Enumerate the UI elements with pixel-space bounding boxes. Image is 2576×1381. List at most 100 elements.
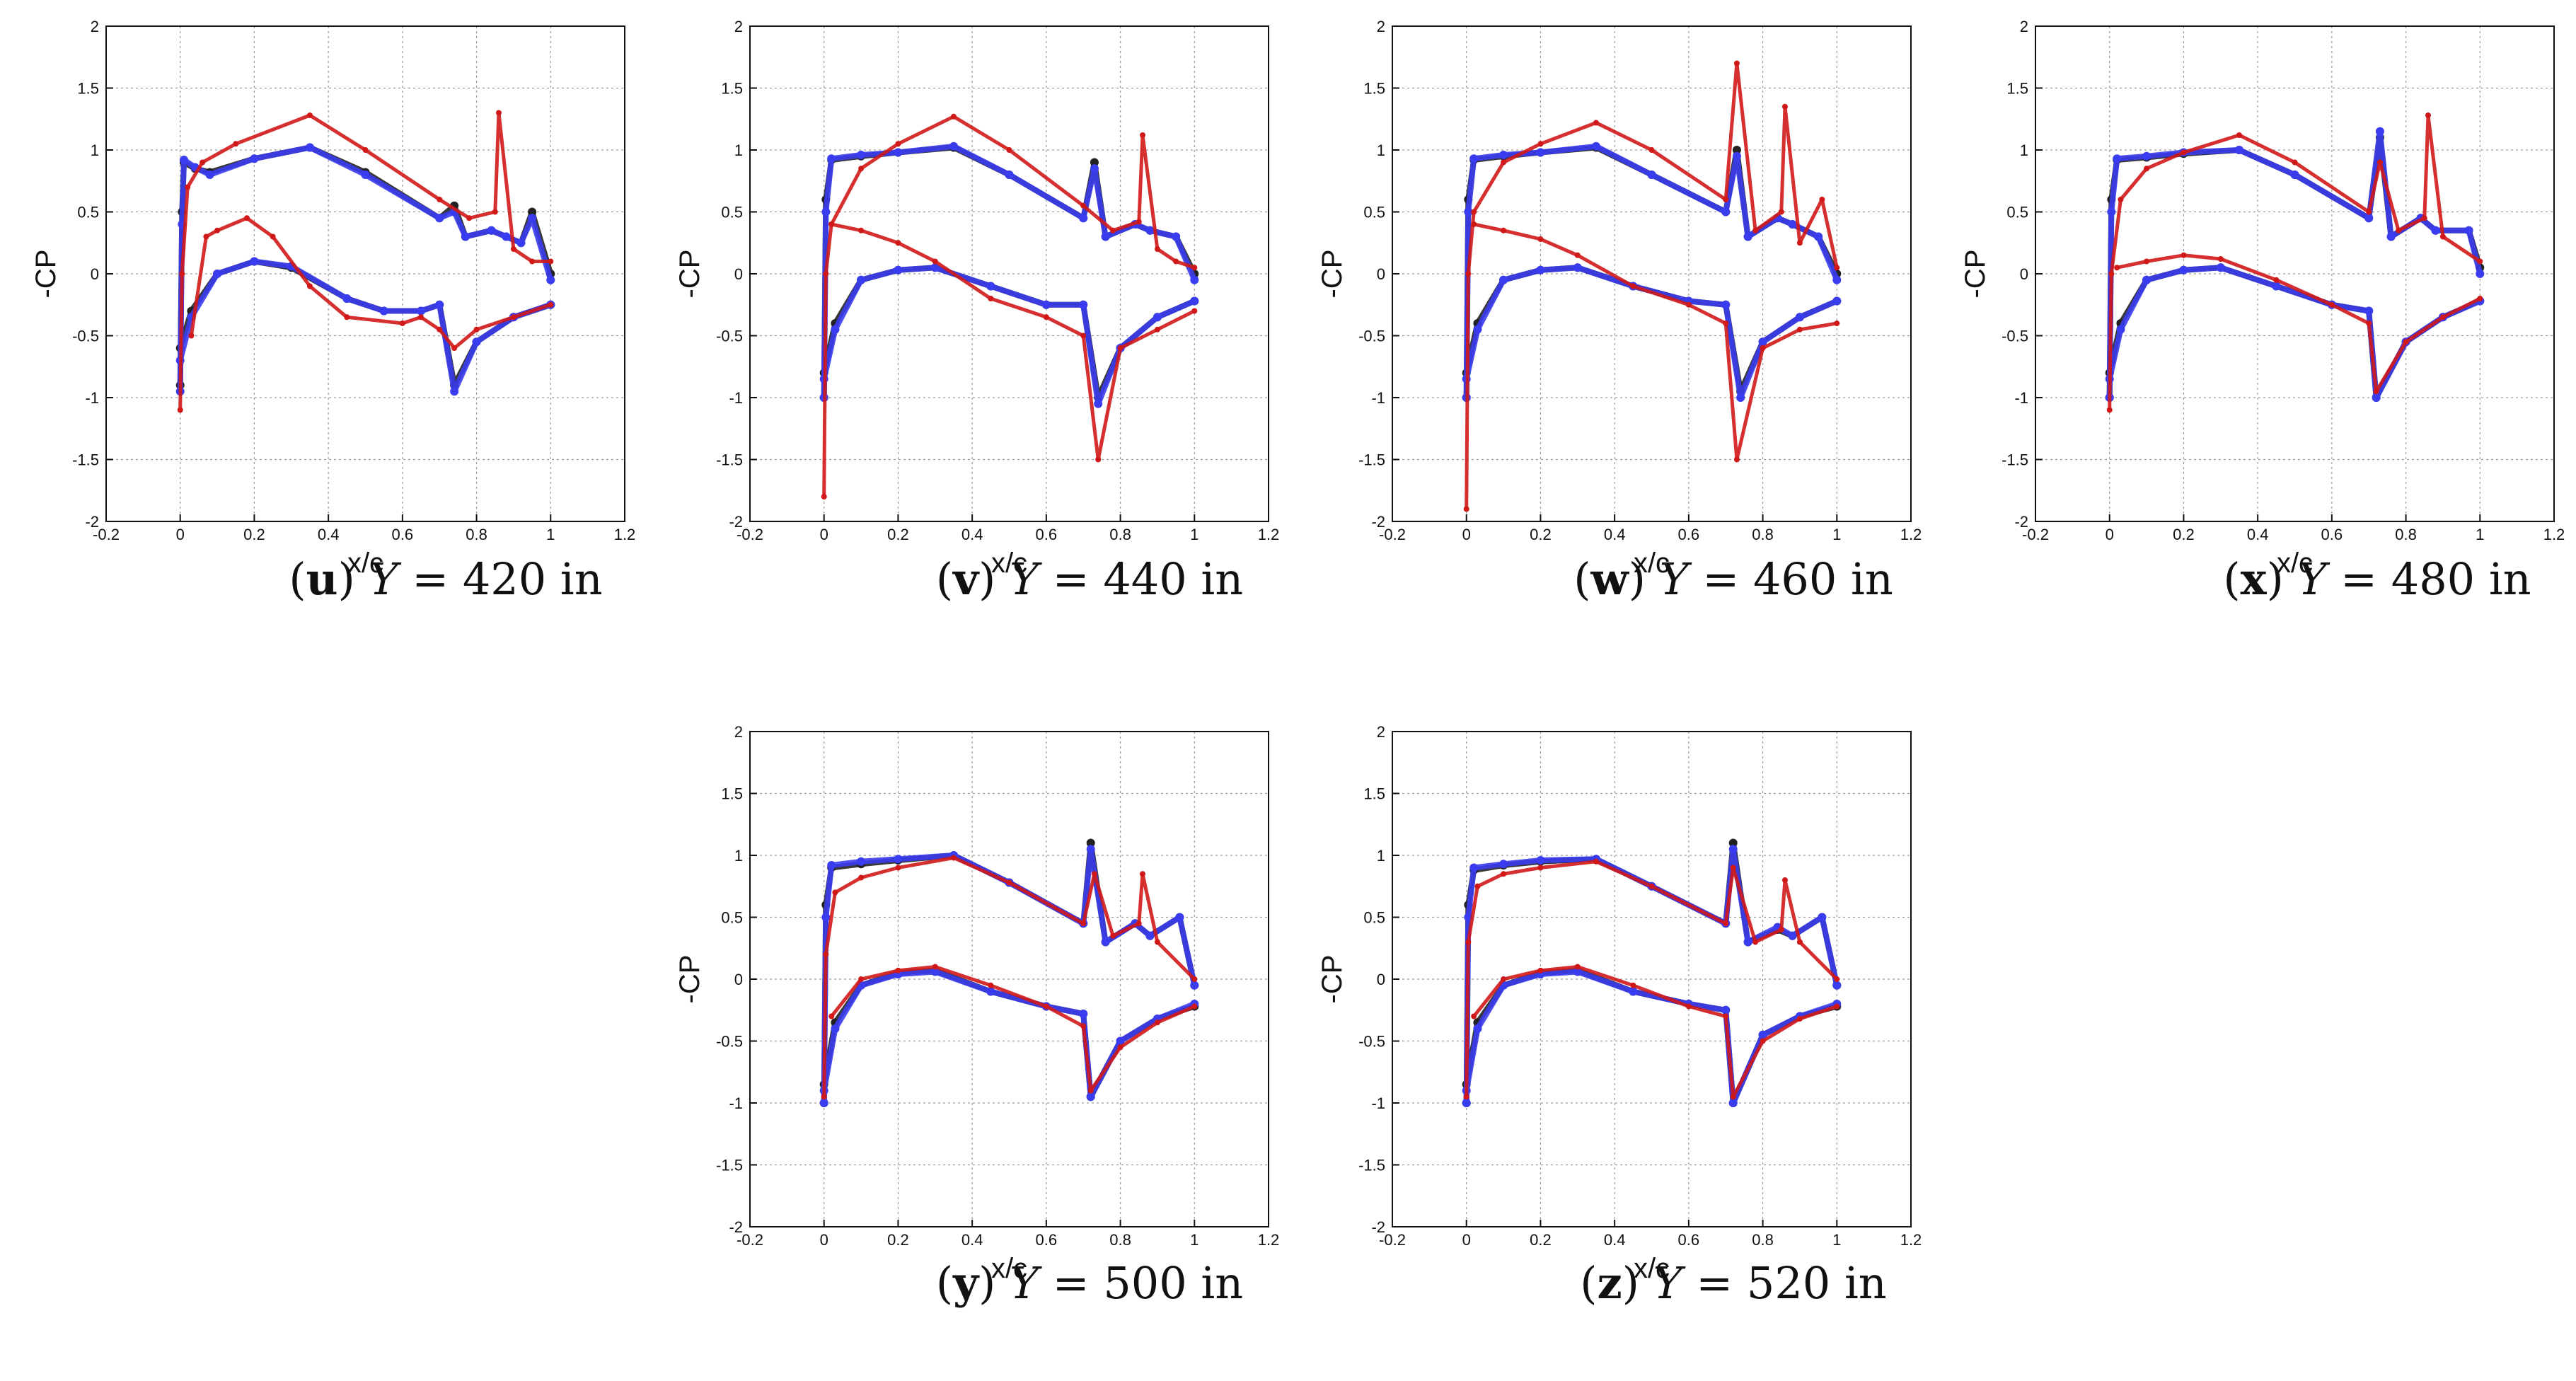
- caption-close-paren: ): [1622, 1257, 1653, 1309]
- data-point: [1079, 1010, 1088, 1018]
- y-tick-label: -0.5: [1358, 1033, 1385, 1051]
- y-tick-label: -1.5: [1358, 451, 1385, 469]
- caption-variable: Y: [1653, 1257, 1682, 1309]
- series-2: [1463, 858, 1840, 1100]
- series-line: [1465, 62, 1839, 511]
- y-tick-label: 2: [1377, 18, 1385, 35]
- data-point: [2431, 226, 2440, 235]
- x-tick-label: 1.2: [1258, 526, 1280, 543]
- data-point: [831, 1024, 840, 1033]
- series-2: [821, 113, 1198, 499]
- data-point: [1080, 1023, 1087, 1029]
- caption-space: [2326, 553, 2340, 605]
- data-point: [2107, 207, 2116, 216]
- data-point: [1758, 1030, 1767, 1039]
- data-point: [1573, 967, 1582, 976]
- x-tick-label: 0: [176, 526, 185, 543]
- caption-close-paren: ): [1628, 553, 1660, 605]
- caption-variable: Y: [369, 553, 398, 605]
- data-point: [1079, 214, 1088, 223]
- x-axis-label: x/c: [991, 548, 1027, 579]
- y-tick-label: 0.5: [721, 204, 743, 221]
- data-point: [821, 494, 827, 499]
- data-point: [1501, 159, 1507, 166]
- data-point: [949, 141, 958, 151]
- y-axis-label: -CP: [674, 250, 705, 299]
- data-point: [2216, 263, 2225, 272]
- y-tick-label: -1: [1371, 389, 1385, 407]
- data-point: [1536, 265, 1545, 275]
- series-line: [822, 856, 1196, 1099]
- data-point: [2373, 388, 2379, 395]
- x-tick-label: 1: [1190, 526, 1199, 543]
- x-tick-label: 0.4: [2247, 526, 2269, 543]
- y-axis-label: -CP: [674, 955, 705, 1004]
- data-point: [179, 156, 188, 164]
- data-point: [1819, 197, 1825, 202]
- data-point: [1464, 207, 1473, 216]
- data-point: [1536, 856, 1545, 865]
- data-point: [827, 154, 836, 163]
- data-point: [932, 964, 938, 970]
- data-point: [857, 151, 866, 159]
- x-tick-label: 0.4: [1604, 526, 1626, 543]
- data-point: [1752, 939, 1759, 945]
- data-point: [1154, 1019, 1160, 1026]
- x-tick-label: 0.4: [961, 1231, 983, 1249]
- series-line: [178, 111, 553, 412]
- data-point: [1721, 300, 1731, 309]
- data-point: [1736, 393, 1745, 402]
- data-point: [930, 967, 940, 976]
- y-axis-label: -CP: [30, 250, 62, 299]
- data-point: [1814, 232, 1823, 241]
- y-tick-label: 0: [91, 265, 99, 283]
- data-point: [1591, 141, 1600, 151]
- data-point: [2144, 166, 2150, 172]
- data-point: [2144, 258, 2150, 265]
- data-point: [1469, 863, 1479, 872]
- data-point: [1463, 1094, 1469, 1100]
- x-tick-label: -0.2: [1379, 1231, 1406, 1249]
- data-point: [1079, 300, 1088, 309]
- data-point: [1730, 865, 1736, 871]
- data-point: [1499, 151, 1508, 159]
- data-point: [2273, 277, 2280, 283]
- data-point: [1834, 1003, 1840, 1010]
- data-point: [179, 271, 185, 277]
- x-tick-label: 1: [1832, 526, 1841, 543]
- data-point: [250, 257, 259, 266]
- series-line: [189, 216, 553, 350]
- y-tick-label: -1: [729, 389, 743, 407]
- caption-close-paren: ): [2266, 553, 2298, 605]
- data-point: [1154, 246, 1160, 252]
- data-point: [2396, 227, 2402, 233]
- y-tick-label: 1: [734, 141, 743, 159]
- data-point: [2386, 232, 2396, 241]
- data-point: [1723, 197, 1729, 202]
- y-tick-label: 1: [734, 847, 743, 865]
- data-point: [1723, 320, 1729, 326]
- data-point: [821, 1094, 827, 1100]
- caption-space: [1039, 553, 1053, 605]
- x-tick-label: 0.2: [887, 1231, 909, 1249]
- y-tick-label: 1: [1377, 847, 1385, 865]
- data-point: [2403, 339, 2409, 345]
- data-point: [1796, 240, 1803, 246]
- data-point: [510, 246, 516, 252]
- data-point: [1721, 207, 1731, 216]
- caption-variable: Y: [1659, 553, 1689, 605]
- data-point: [895, 865, 901, 871]
- data-point: [1471, 1013, 1477, 1019]
- x-axis-label: x/c: [1634, 548, 1670, 579]
- x-tick-label: 0.6: [392, 526, 414, 543]
- data-point: [1795, 313, 1804, 322]
- data-point: [1191, 976, 1198, 982]
- data-point: [988, 982, 994, 988]
- data-point: [2292, 159, 2298, 166]
- caption-close-paren: ): [978, 1257, 1010, 1309]
- caption-w: (w) Y = 460 in: [1415, 553, 2052, 605]
- data-point: [1469, 154, 1479, 163]
- caption-close-paren: ): [978, 553, 1010, 605]
- data-point: [827, 861, 836, 869]
- data-point: [1758, 337, 1767, 347]
